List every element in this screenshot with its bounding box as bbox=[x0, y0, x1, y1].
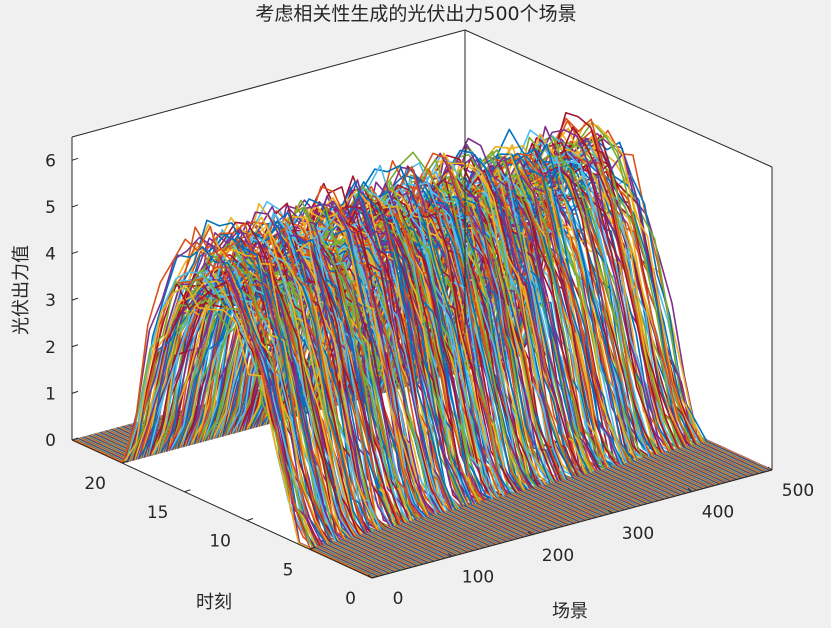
tick-mark bbox=[767, 466, 773, 471]
tick-mark bbox=[687, 488, 693, 493]
y-axis-label: 时刻 bbox=[196, 592, 232, 613]
z-tick-label: 4 bbox=[45, 245, 56, 265]
back-edge-top-left bbox=[71, 29, 466, 138]
x-tick-label: 400 bbox=[702, 503, 734, 523]
scenario-lines bbox=[72, 112, 773, 579]
y-tick-label: 5 bbox=[283, 560, 294, 580]
y-tick-label: 0 bbox=[345, 589, 356, 609]
tick-mark bbox=[71, 297, 79, 301]
z-tick-label: 3 bbox=[45, 291, 56, 311]
y-tick-label: 15 bbox=[147, 503, 169, 523]
tick-mark bbox=[367, 574, 373, 579]
chart-title: 考虑相关性生成的光伏出力500个场景 bbox=[255, 3, 576, 25]
tick-mark bbox=[447, 553, 453, 557]
z-tick-label: 2 bbox=[45, 338, 56, 358]
x-axis-label: 场景 bbox=[552, 601, 588, 622]
tick-mark bbox=[71, 251, 79, 255]
tick-mark bbox=[607, 509, 613, 514]
y-tick-label: 20 bbox=[84, 474, 106, 494]
z-tick-label: 1 bbox=[45, 384, 56, 404]
tick-mark bbox=[71, 204, 79, 208]
x-tick-label: 0 bbox=[393, 589, 404, 609]
z-tick-label: 5 bbox=[45, 198, 56, 218]
x-axis-line bbox=[371, 469, 773, 579]
tick-mark bbox=[527, 531, 533, 536]
tick-mark bbox=[246, 518, 254, 521]
tick-mark bbox=[71, 157, 79, 161]
tick-mark bbox=[71, 344, 79, 348]
x-tick-label: 100 bbox=[462, 567, 494, 587]
y-tick-label: 10 bbox=[209, 532, 231, 552]
back-edge-top-right bbox=[464, 29, 773, 168]
tick-mark bbox=[71, 437, 79, 441]
z-tick-label: 6 bbox=[45, 151, 56, 171]
tick-mark bbox=[371, 575, 379, 579]
tick-mark bbox=[184, 489, 191, 493]
x-tick-label: 200 bbox=[542, 546, 574, 566]
tick-mark bbox=[71, 390, 79, 394]
tick-mark bbox=[121, 460, 129, 464]
z-axis-label: 光伏出力值 bbox=[11, 245, 32, 335]
tick-mark bbox=[309, 546, 316, 550]
x-tick-label: 300 bbox=[622, 524, 654, 544]
z-tick-label: 0 bbox=[45, 431, 56, 451]
x-tick-label: 500 bbox=[782, 481, 814, 501]
